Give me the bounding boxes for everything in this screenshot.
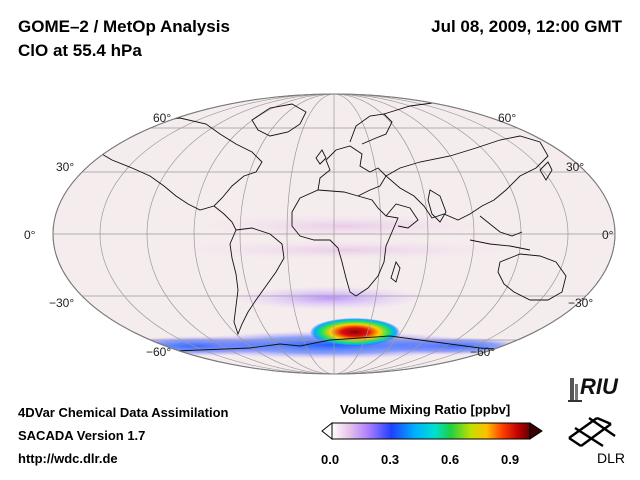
colorbar-tick: 0.3 [381,452,400,467]
lat-label-right-60n: 60° [498,111,517,125]
title: GOME–2 / MetOp Analysis [18,17,230,36]
field-subtropic-band [235,286,425,310]
lat-label-left-30n: 30° [56,160,75,174]
field-tropics-b [175,240,515,260]
dlr-logo-text: DLR [597,450,626,466]
world-map [52,93,616,375]
meridian-lines [99,94,569,374]
colorbar-title: Volume Mixing Ratio [ppbv] [340,402,511,417]
colorbar-gradient [331,422,531,440]
lat-label-left-30s: −30° [49,296,75,310]
riu-logo-text: RIU [580,374,618,399]
lat-label-right-30n: 30° [566,160,585,174]
lat-label-left-60s: −60° [146,345,172,359]
footer-line-2: SACADA Version 1.7 [18,428,146,443]
colorbar-tick: 0.0 [321,452,340,467]
colorbar [321,421,543,441]
dlr-logo-mark [568,416,616,448]
lat-label-right-60s: −60° [470,345,496,359]
colorbar-tick: 0.9 [501,452,520,467]
riu-logo-mark [568,378,582,402]
footer-url: http://wdc.dlr.de [18,451,118,466]
footer-line-1: 4DVar Chemical Data Assimilation [18,405,229,420]
field-polar-vortex-max [310,318,400,346]
field-tropics [195,214,495,238]
lat-label-left-60n: 60° [153,111,172,125]
lat-label-right-30s: −30° [568,296,594,310]
subtitle: ClO at 55.4 hPa [18,41,142,60]
colorbar-tick: 0.6 [441,452,460,467]
lat-label-right-0: 0° [602,228,614,242]
datetime: Jul 08, 2009, 12:00 GMT [431,17,622,36]
colorbar-under-arrow [321,421,333,441]
lat-label-left-0: 0° [24,228,36,242]
colorbar-over-arrow [529,422,543,440]
